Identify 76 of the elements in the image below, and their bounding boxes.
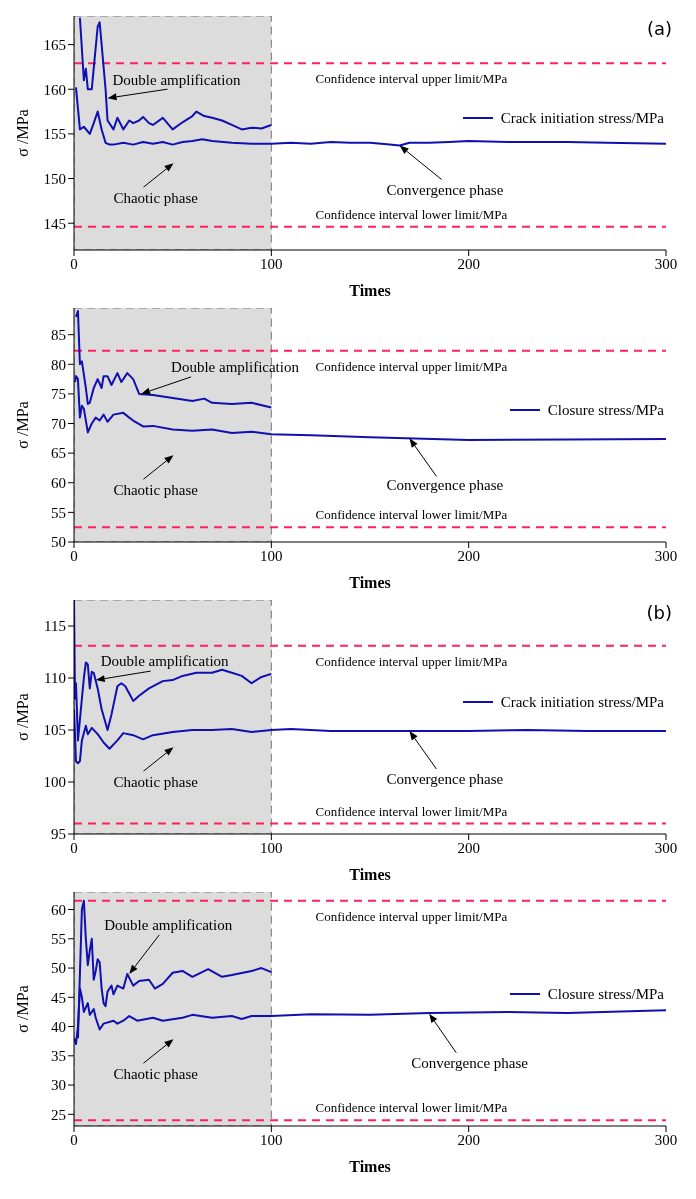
y-tick-label: 165 <box>43 36 66 53</box>
y-tick-label: 40 <box>51 1018 66 1035</box>
y-tick-label: 145 <box>43 215 66 232</box>
legend-label: Closure stress/MPa <box>547 401 664 419</box>
x-tick-label: 0 <box>70 839 78 856</box>
y-axis-title: σ /MPa <box>13 985 31 1033</box>
x-tick-label: 100 <box>260 839 283 856</box>
y-tick-label: 25 <box>51 1106 66 1123</box>
y-tick-label: 155 <box>43 126 66 143</box>
band-label: Chaotic phase <box>113 1066 199 1083</box>
band-label: Chaotic phase <box>113 190 199 207</box>
annotation: Convergence phase <box>386 771 504 788</box>
band-label: Chaotic phase <box>113 774 199 791</box>
x-tick-label: 100 <box>260 255 283 272</box>
ref-line-label: Confidence interval lower limit/MPa <box>315 206 508 222</box>
x-tick-label: 200 <box>457 255 480 272</box>
ref-line-label: Confidence interval upper limit/MPa <box>315 653 508 669</box>
legend-label: Crack initiation stress/MPa <box>500 693 664 711</box>
y-tick-label: 65 <box>51 445 66 462</box>
x-tick-label: 0 <box>70 1131 78 1148</box>
legend-label: Closure stress/MPa <box>547 985 664 1003</box>
y-tick-label: 95 <box>51 826 66 843</box>
annotation: Convergence phase <box>411 1054 529 1071</box>
x-axis-title: Times <box>349 1158 391 1175</box>
annotation: Double amplification <box>171 358 300 375</box>
ref-line-label: Confidence interval lower limit/MPa <box>315 1100 508 1116</box>
y-tick-label: 150 <box>43 170 66 187</box>
y-tick-label: 75 <box>51 386 66 403</box>
y-axis-title: σ /MPa <box>13 693 31 741</box>
x-axis-title: Times <box>349 866 391 883</box>
y-axis-title: σ /MPa <box>13 401 31 449</box>
annotation: (b) <box>646 602 672 623</box>
y-tick-label: 45 <box>51 989 66 1006</box>
legend-label: Crack initiation stress/MPa <box>500 109 664 127</box>
annotation: Convergence phase <box>386 181 504 198</box>
ref-line-label: Confidence interval lower limit/MPa <box>315 803 508 819</box>
y-tick-label: 80 <box>51 356 66 373</box>
y-tick-label: 70 <box>51 415 66 432</box>
y-tick-label: 85 <box>51 326 66 343</box>
annotation: Convergence phase <box>386 477 504 494</box>
ref-line-label: Confidence interval upper limit/MPa <box>315 71 508 87</box>
y-tick-label: 55 <box>51 931 66 948</box>
y-tick-label: 100 <box>43 774 66 791</box>
annotation: (a) <box>646 18 672 39</box>
x-tick-label: 300 <box>654 547 678 564</box>
x-tick-label: 0 <box>70 255 78 272</box>
y-tick-label: 60 <box>51 901 66 918</box>
y-tick-label: 55 <box>51 504 66 521</box>
ref-line-label: Confidence interval upper limit/MPa <box>315 358 508 374</box>
x-tick-label: 100 <box>260 547 283 564</box>
x-tick-label: 100 <box>260 1131 283 1148</box>
ref-line-label: Confidence interval upper limit/MPa <box>315 908 508 924</box>
y-tick-label: 50 <box>51 960 66 977</box>
x-tick-label: 200 <box>457 547 480 564</box>
x-tick-label: 300 <box>654 839 678 856</box>
y-tick-label: 50 <box>51 534 66 551</box>
y-tick-label: 105 <box>43 722 66 739</box>
annotation: Double amplification <box>100 653 230 670</box>
annotation: Double amplification <box>104 916 233 933</box>
x-axis-title: Times <box>349 282 391 299</box>
y-tick-label: 115 <box>44 618 66 635</box>
annotation: Double amplification <box>112 72 241 89</box>
y-axis-title: σ /MPa <box>13 109 31 157</box>
x-tick-label: 300 <box>654 255 678 272</box>
y-tick-label: 110 <box>44 670 66 687</box>
x-tick-label: 200 <box>457 1131 480 1148</box>
y-tick-label: 35 <box>51 1048 66 1065</box>
x-tick-label: 200 <box>457 839 480 856</box>
x-axis-title: Times <box>349 574 391 591</box>
band-label: Chaotic phase <box>113 482 199 499</box>
y-tick-label: 30 <box>51 1077 66 1094</box>
ref-line-label: Confidence interval lower limit/MPa <box>315 507 508 523</box>
y-tick-label: 160 <box>43 81 66 98</box>
y-tick-label: 60 <box>51 475 66 492</box>
x-tick-label: 0 <box>70 547 78 564</box>
x-tick-label: 300 <box>654 1131 678 1148</box>
